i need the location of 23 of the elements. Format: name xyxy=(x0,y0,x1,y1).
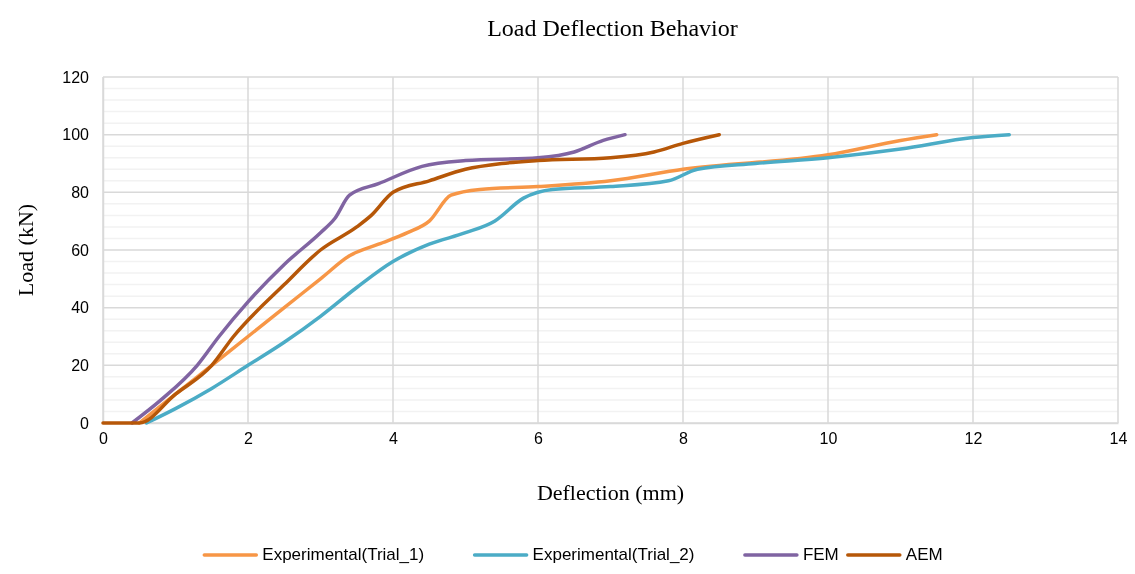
line-series xyxy=(101,132,721,425)
y-tick-label: 80 xyxy=(71,183,90,201)
x-tick-label: 6 xyxy=(534,430,544,448)
y-tick-label: 20 xyxy=(71,356,90,374)
x-tick-label: 4 xyxy=(389,430,399,448)
x-tick-label: 12 xyxy=(964,430,983,448)
legend-label: Experimental(Trial_1) xyxy=(262,545,425,564)
x-tick-label: 14 xyxy=(1109,430,1128,448)
y-tick-label: 120 xyxy=(62,68,90,86)
y-axis-title: Load (kN) xyxy=(13,203,38,297)
legend-label: Experimental(Trial_2) xyxy=(532,545,695,564)
x-tick-label: 2 xyxy=(244,430,254,448)
y-tick-label: 100 xyxy=(62,126,90,144)
x-tick-label: 10 xyxy=(819,430,838,448)
y-tick-label: 40 xyxy=(71,299,90,317)
x-tick-label: 8 xyxy=(679,430,689,448)
y-tick-label: 0 xyxy=(80,414,90,432)
chart-title: Load Deflection Behavior xyxy=(487,15,738,41)
legend-label: AEM xyxy=(905,545,943,564)
y-tick-label: 60 xyxy=(71,241,90,259)
legend-label: FEM xyxy=(802,545,839,564)
x-tick-label: 0 xyxy=(99,430,109,448)
x-axis-title: Deflection (mm) xyxy=(536,480,685,505)
